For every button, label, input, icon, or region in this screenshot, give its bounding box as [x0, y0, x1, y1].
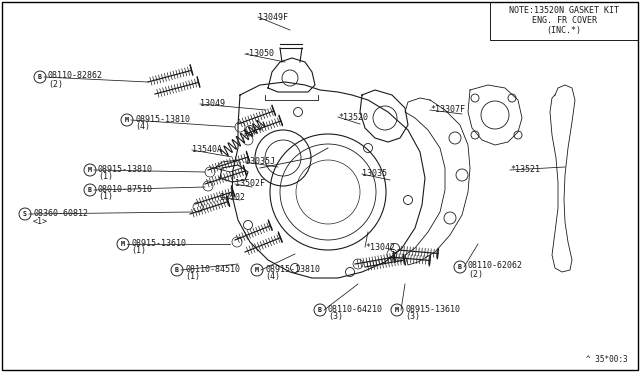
Text: B: B: [175, 267, 179, 273]
Text: 13049F: 13049F: [258, 13, 288, 22]
Text: (2): (2): [468, 269, 483, 279]
Text: M: M: [121, 241, 125, 247]
Text: M: M: [88, 167, 92, 173]
Text: *13042: *13042: [365, 243, 395, 251]
Text: 13049: 13049: [200, 99, 225, 109]
Text: B: B: [318, 307, 322, 313]
Text: (3): (3): [328, 312, 343, 321]
Text: (1): (1): [98, 173, 113, 182]
Text: 08915-13610: 08915-13610: [131, 238, 186, 247]
Text: NOTE:13520N GASKET KIT: NOTE:13520N GASKET KIT: [509, 6, 619, 15]
Text: (1): (1): [131, 247, 146, 256]
Text: 08915-13810: 08915-13810: [135, 115, 190, 124]
Text: 08110-84510: 08110-84510: [185, 264, 240, 273]
Text: B: B: [38, 74, 42, 80]
Text: 08010-87510: 08010-87510: [98, 185, 153, 193]
Text: 08110-62062: 08110-62062: [468, 262, 523, 270]
Text: (1): (1): [185, 273, 200, 282]
Text: M: M: [395, 307, 399, 313]
Text: (1): (1): [98, 192, 113, 202]
Text: <1>: <1>: [33, 217, 48, 225]
Text: M: M: [255, 267, 259, 273]
Text: 08915-13810: 08915-13810: [98, 164, 153, 173]
Text: 08915-13810: 08915-13810: [265, 264, 320, 273]
Text: B: B: [458, 264, 462, 270]
Text: 13502: 13502: [220, 192, 245, 202]
Text: *13307F: *13307F: [430, 106, 465, 115]
Text: 13035: 13035: [362, 170, 387, 179]
Text: (INC.*): (INC.*): [547, 26, 582, 35]
Text: ^ 35*00:3: ^ 35*00:3: [586, 355, 628, 364]
Text: (3): (3): [405, 312, 420, 321]
Text: 08360-60812: 08360-60812: [33, 208, 88, 218]
Text: B: B: [88, 187, 92, 193]
Text: 08110-64210: 08110-64210: [328, 305, 383, 314]
Text: ENG. FR COVER: ENG. FR COVER: [531, 16, 596, 25]
Bar: [490, 2, 638, 40]
Text: M: M: [125, 117, 129, 123]
Text: -13050: -13050: [245, 49, 275, 58]
Text: 08110-82862: 08110-82862: [48, 71, 103, 80]
Text: 13540A: 13540A: [192, 145, 222, 154]
Text: S: S: [23, 211, 27, 217]
Text: (2): (2): [48, 80, 63, 89]
Text: *13521: *13521: [510, 166, 540, 174]
Text: 13502F: 13502F: [235, 180, 265, 189]
Text: (4): (4): [265, 273, 280, 282]
Text: 08915-13610: 08915-13610: [405, 305, 460, 314]
Text: *13520: *13520: [338, 112, 368, 122]
Text: (4): (4): [135, 122, 150, 131]
Text: 13035J: 13035J: [245, 157, 275, 167]
